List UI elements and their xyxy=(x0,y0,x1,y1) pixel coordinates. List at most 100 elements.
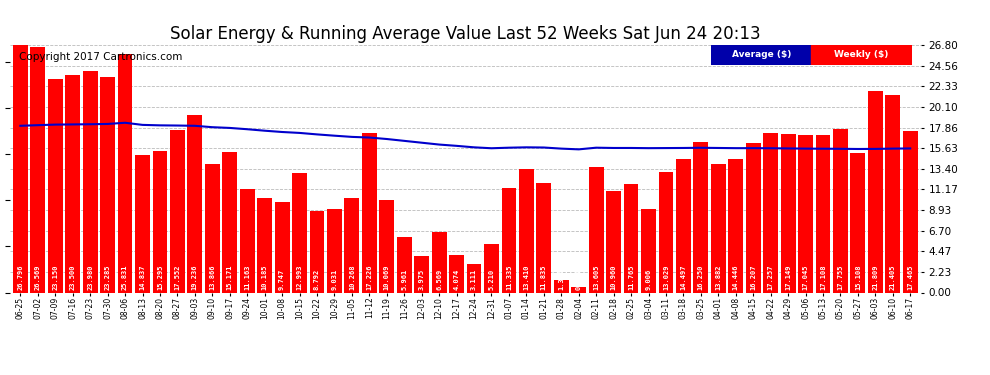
Bar xyxy=(466,264,481,292)
Bar xyxy=(362,134,377,292)
Bar xyxy=(868,91,883,292)
Text: 17.045: 17.045 xyxy=(803,264,809,290)
Text: 14.497: 14.497 xyxy=(680,264,686,290)
Text: 5.961: 5.961 xyxy=(401,268,407,290)
Bar xyxy=(553,280,568,292)
Text: 16.250: 16.250 xyxy=(698,264,704,290)
Text: 17.149: 17.149 xyxy=(785,264,791,290)
Bar xyxy=(606,191,621,292)
Bar xyxy=(170,130,185,292)
Text: 14.446: 14.446 xyxy=(733,264,739,290)
Text: 4.074: 4.074 xyxy=(453,268,459,290)
Text: 26.796: 26.796 xyxy=(18,264,24,290)
Bar xyxy=(589,167,604,292)
Bar xyxy=(205,165,220,292)
Text: 17.257: 17.257 xyxy=(767,264,773,290)
Text: 13.882: 13.882 xyxy=(716,264,722,290)
Text: 21.405: 21.405 xyxy=(890,264,896,290)
Bar xyxy=(65,75,80,292)
Text: 17.755: 17.755 xyxy=(838,264,843,290)
Bar xyxy=(48,79,62,292)
Text: 14.837: 14.837 xyxy=(140,264,146,290)
Bar xyxy=(484,244,499,292)
Bar xyxy=(537,183,551,292)
Bar xyxy=(327,209,342,292)
Bar xyxy=(833,129,847,292)
Bar xyxy=(658,172,673,292)
Text: 17.108: 17.108 xyxy=(820,264,826,290)
Text: 3.975: 3.975 xyxy=(419,268,425,290)
Bar xyxy=(745,143,760,292)
Bar xyxy=(257,198,272,292)
Text: 10.268: 10.268 xyxy=(348,264,354,290)
Bar xyxy=(729,159,743,292)
Text: 13.866: 13.866 xyxy=(209,264,215,290)
Bar xyxy=(642,209,656,292)
Text: 3.111: 3.111 xyxy=(471,268,477,290)
Text: 13.029: 13.029 xyxy=(663,264,669,290)
Bar xyxy=(781,134,796,292)
Text: Copyright 2017 Cartronics.com: Copyright 2017 Cartronics.com xyxy=(19,53,182,62)
Text: 9.747: 9.747 xyxy=(279,268,285,290)
Text: 5.210: 5.210 xyxy=(488,268,494,290)
Text: 11.335: 11.335 xyxy=(506,264,512,290)
Text: 1.345: 1.345 xyxy=(558,268,564,290)
Bar xyxy=(676,159,691,292)
Bar xyxy=(310,211,325,292)
Text: 16.207: 16.207 xyxy=(750,264,756,290)
Text: 26.569: 26.569 xyxy=(35,264,41,290)
Title: Solar Energy & Running Average Value Last 52 Weeks Sat Jun 24 20:13: Solar Energy & Running Average Value Las… xyxy=(170,26,760,44)
Text: 10.069: 10.069 xyxy=(384,264,390,290)
Bar xyxy=(850,153,865,292)
Text: 17.226: 17.226 xyxy=(366,264,372,290)
Bar xyxy=(885,95,900,292)
Text: 10.185: 10.185 xyxy=(261,264,267,290)
Text: 0.554: 0.554 xyxy=(576,268,582,290)
Bar xyxy=(345,198,359,292)
Bar xyxy=(502,188,517,292)
Bar xyxy=(432,232,446,292)
Bar xyxy=(100,78,115,292)
Bar xyxy=(292,172,307,292)
Text: 15.171: 15.171 xyxy=(227,264,233,290)
Text: 8.792: 8.792 xyxy=(314,268,320,290)
Bar xyxy=(711,164,726,292)
Bar xyxy=(187,115,202,292)
Bar xyxy=(31,47,46,292)
Bar xyxy=(135,156,149,292)
Bar xyxy=(624,184,639,292)
Text: 9.006: 9.006 xyxy=(645,268,651,290)
Text: 17.465: 17.465 xyxy=(907,264,913,290)
Text: 23.980: 23.980 xyxy=(87,264,93,290)
Text: 13.410: 13.410 xyxy=(524,264,530,290)
Text: 25.831: 25.831 xyxy=(122,264,128,290)
Bar xyxy=(571,287,586,292)
Bar xyxy=(763,133,778,292)
Bar xyxy=(274,202,289,292)
Bar xyxy=(13,45,28,292)
Bar xyxy=(903,131,918,292)
Text: 9.031: 9.031 xyxy=(332,268,338,290)
Text: 15.108: 15.108 xyxy=(855,264,861,290)
Bar xyxy=(240,189,254,292)
Text: 6.569: 6.569 xyxy=(437,268,443,290)
Bar xyxy=(816,135,831,292)
Bar xyxy=(379,200,394,292)
Bar xyxy=(83,71,98,292)
Text: 12.993: 12.993 xyxy=(297,264,303,290)
Text: 23.500: 23.500 xyxy=(69,264,75,290)
Text: 21.809: 21.809 xyxy=(872,264,878,290)
Text: 23.150: 23.150 xyxy=(52,264,58,290)
Text: 11.765: 11.765 xyxy=(628,264,634,290)
Text: 11.163: 11.163 xyxy=(245,264,250,290)
Text: 10.960: 10.960 xyxy=(611,264,617,290)
Bar xyxy=(519,169,534,292)
Text: 15.295: 15.295 xyxy=(157,264,163,290)
Bar xyxy=(798,135,813,292)
Bar xyxy=(414,256,429,292)
Bar xyxy=(449,255,464,292)
Bar xyxy=(223,152,238,292)
Text: 13.605: 13.605 xyxy=(593,264,599,290)
Bar xyxy=(693,142,708,292)
Bar xyxy=(118,54,133,292)
